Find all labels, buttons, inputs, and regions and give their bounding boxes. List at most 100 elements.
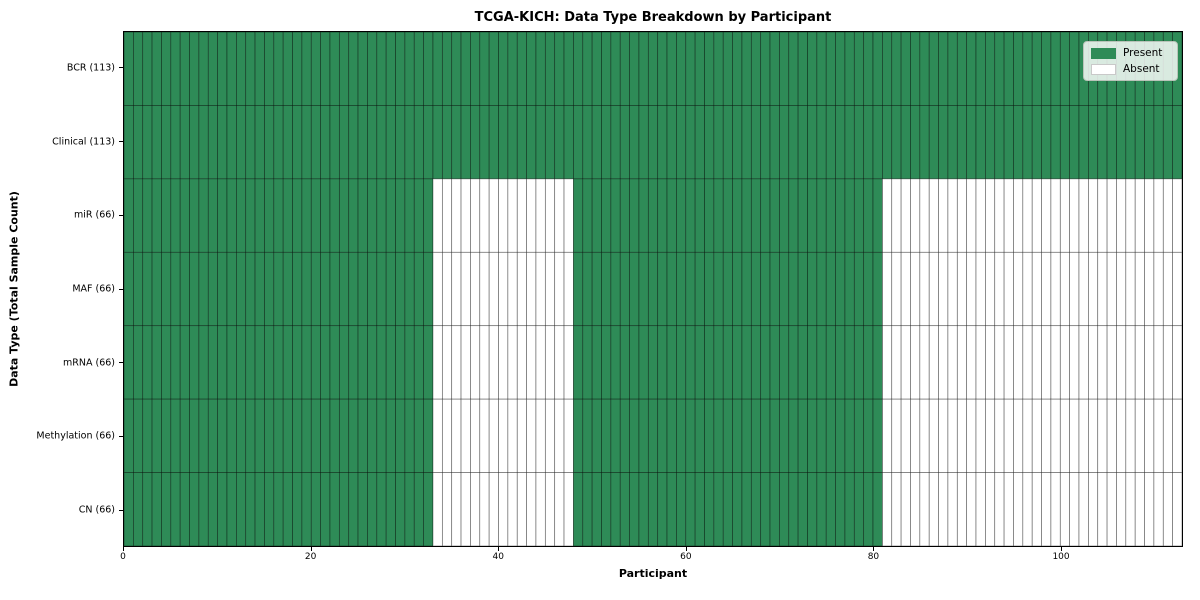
heatmap-cell — [825, 32, 836, 106]
heatmap-cell — [273, 325, 284, 400]
heatmap-cell — [563, 105, 574, 180]
heatmap-cell — [797, 178, 808, 253]
heatmap-cell — [1162, 178, 1173, 253]
heatmap-cell — [741, 472, 752, 546]
heatmap-cell — [198, 472, 209, 546]
heatmap-cell — [254, 472, 265, 546]
heatmap-cell — [872, 105, 883, 180]
heatmap-cell — [807, 398, 818, 473]
heatmap-cell — [853, 325, 865, 400]
heatmap-cell — [451, 398, 462, 473]
heatmap-cell — [236, 105, 247, 180]
heatmap-cell — [488, 472, 499, 546]
heatmap-cell — [966, 398, 977, 473]
heatmap-cell — [1041, 32, 1052, 106]
heatmap-cell — [928, 472, 939, 546]
heatmap-cell — [835, 178, 846, 253]
heatmap-cell — [938, 398, 949, 473]
heatmap-cell — [1153, 251, 1164, 327]
heatmap-cell — [1153, 178, 1164, 253]
heatmap-cell — [133, 32, 144, 106]
heatmap-cell — [1125, 178, 1136, 253]
heatmap-cell — [835, 325, 846, 400]
heatmap-cell — [1162, 105, 1173, 180]
heatmap-cell — [320, 251, 331, 327]
heatmap-cell — [516, 105, 527, 180]
heatmap-cell — [619, 178, 630, 253]
heatmap-cell — [432, 325, 443, 400]
heatmap-cell — [516, 178, 527, 253]
heatmap-cell — [638, 251, 649, 327]
heatmap-cell — [694, 105, 705, 180]
heatmap-cell — [124, 398, 134, 473]
heatmap-cell — [1106, 105, 1117, 180]
heatmap-cell — [198, 398, 209, 473]
heatmap-cell — [647, 178, 659, 253]
heatmap-cell — [367, 105, 378, 180]
heatmap-cell — [844, 178, 855, 253]
heatmap-cell — [975, 472, 986, 546]
heatmap-cell — [582, 32, 593, 106]
heatmap-cell — [498, 178, 509, 253]
heatmap-cell — [133, 325, 144, 400]
heatmap-cell — [1022, 32, 1033, 106]
heatmap-cell — [507, 398, 518, 473]
heatmap-cell — [226, 325, 237, 400]
heatmap-cell — [217, 105, 228, 180]
heatmap-cell — [563, 251, 574, 327]
heatmap-cell — [470, 178, 481, 253]
heatmap-cell — [404, 325, 415, 400]
heatmap-cell — [179, 251, 190, 327]
y-tick-label: MAF (66) — [72, 283, 115, 295]
heatmap-cell — [395, 105, 406, 180]
heatmap-cell — [975, 32, 986, 106]
heatmap-cell — [928, 398, 939, 473]
heatmap-cell — [1078, 251, 1089, 327]
heatmap-cell — [142, 251, 153, 327]
heatmap-cell — [1125, 472, 1136, 546]
heatmap-cell — [367, 251, 378, 327]
heatmap-cell — [629, 472, 640, 546]
heatmap-cell — [610, 325, 621, 400]
heatmap-cell — [591, 251, 602, 327]
heatmap-cell — [1162, 251, 1173, 327]
heatmap-cell — [1172, 178, 1182, 253]
heatmap-cell — [526, 398, 537, 473]
heatmap-cell — [769, 325, 780, 400]
y-tick-label: CN (66) — [78, 504, 115, 516]
heatmap-cell — [666, 105, 677, 180]
heatmap-cell — [161, 398, 172, 473]
heatmap-cell — [676, 472, 687, 546]
heatmap-cell — [779, 251, 790, 327]
y-tick-label: miR (66) — [73, 209, 115, 221]
heatmap-cell — [601, 472, 612, 546]
legend-item-absent: Absent — [1091, 63, 1170, 75]
plot-area — [123, 31, 1183, 547]
heatmap-cell — [161, 472, 172, 546]
heatmap-cell — [376, 398, 387, 473]
heatmap-cell — [535, 178, 546, 253]
heatmap-cell — [788, 178, 799, 253]
heatmap-cell — [732, 472, 743, 546]
heatmap-cell — [1097, 178, 1108, 253]
heatmap-cell — [1069, 325, 1080, 400]
heatmap-cell — [207, 178, 218, 253]
heatmap-cell — [1013, 325, 1024, 400]
heatmap-cell — [825, 251, 836, 327]
heatmap-cell — [994, 105, 1005, 180]
heatmap-cell — [554, 325, 565, 400]
heatmap-cell — [807, 251, 818, 327]
heatmap-cell — [1041, 178, 1052, 253]
heatmap-cell — [956, 325, 968, 400]
heatmap-cell — [264, 398, 275, 473]
heatmap-cell — [1172, 398, 1182, 473]
heatmap-cell — [423, 178, 434, 253]
heatmap-cell — [151, 325, 162, 400]
heatmap-cell — [357, 472, 368, 546]
heatmap-cell — [816, 32, 827, 106]
heatmap-cell — [938, 178, 949, 253]
heatmap-cell — [236, 325, 247, 400]
heatmap-cell — [554, 251, 565, 327]
heatmap-cell — [1022, 251, 1033, 327]
